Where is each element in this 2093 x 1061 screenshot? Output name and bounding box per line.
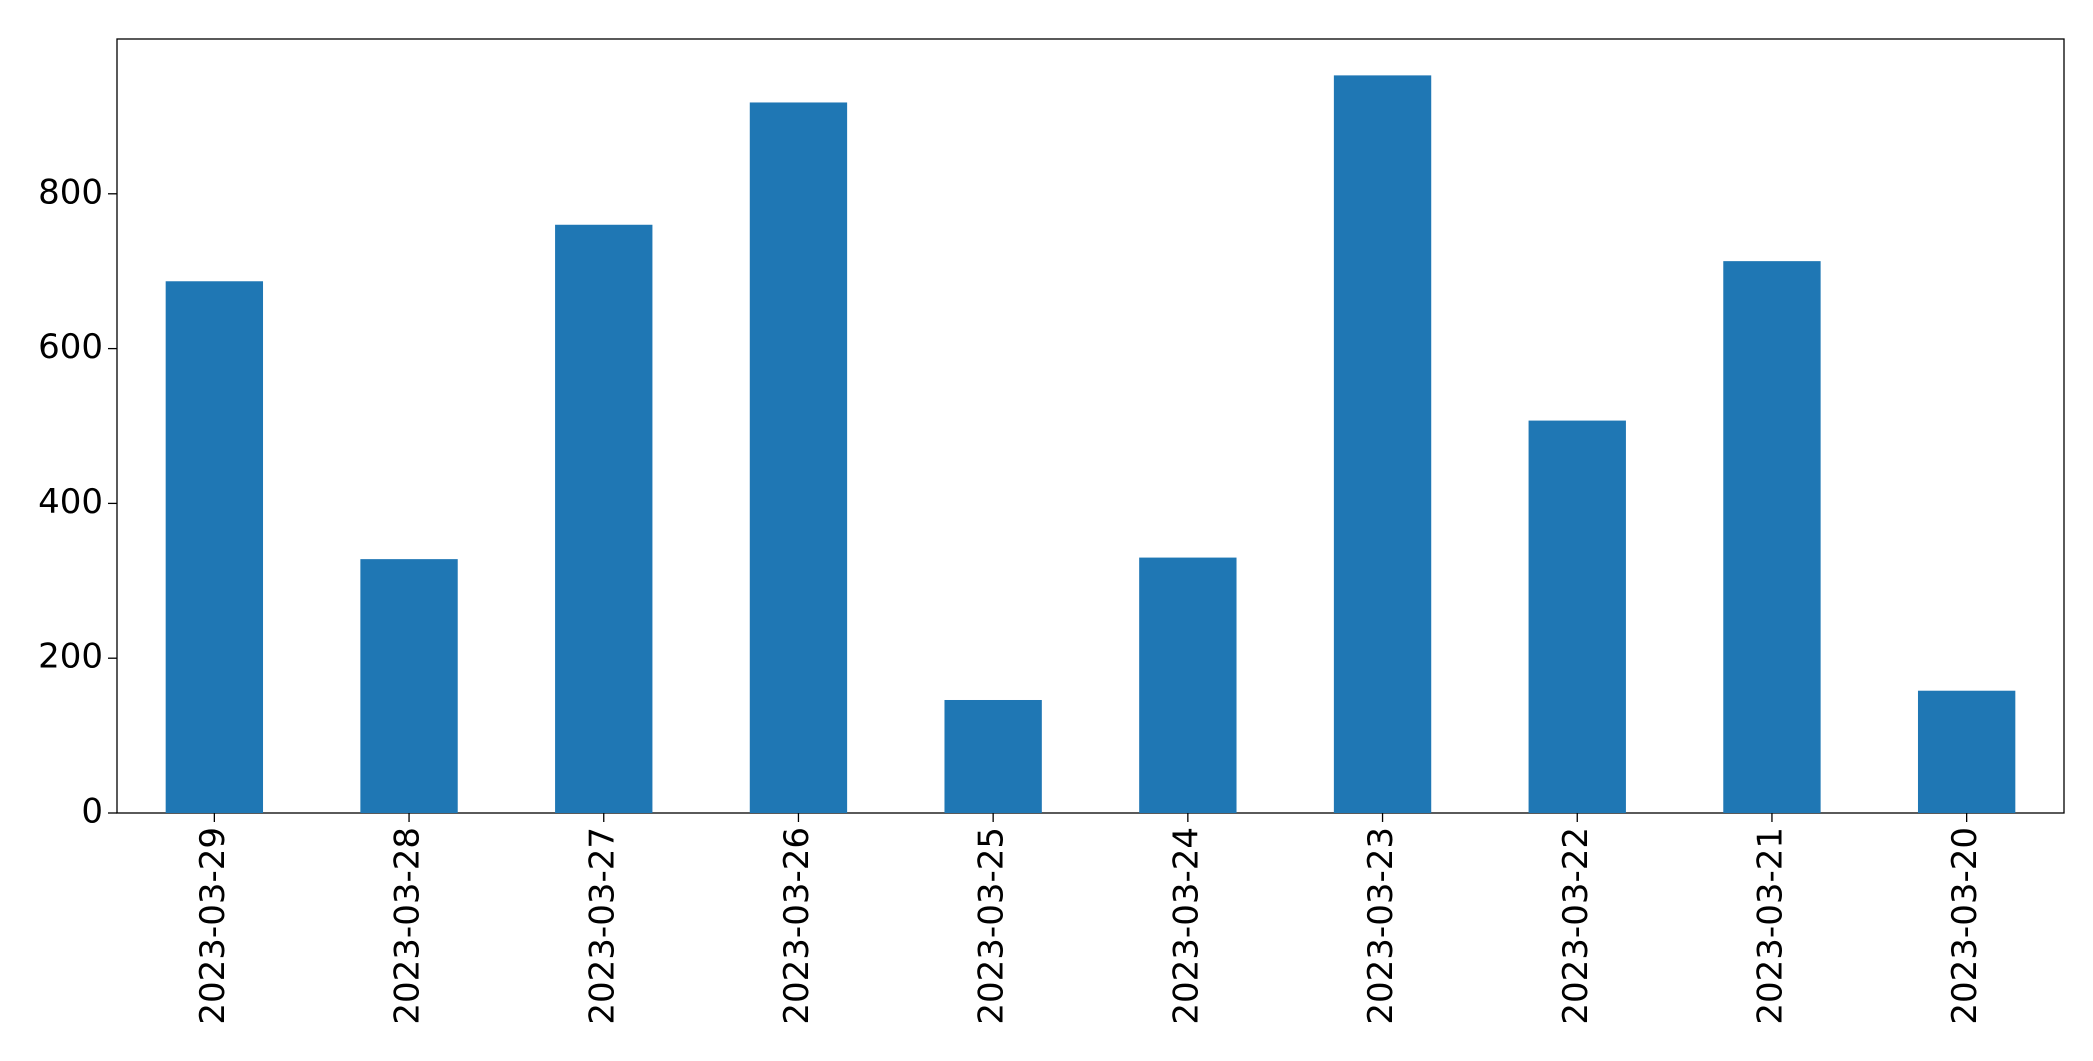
x-tick-label: 2023-03-22 bbox=[1556, 827, 1596, 1025]
x-tick-label: 2023-03-24 bbox=[1166, 827, 1206, 1025]
x-tick-label: 2023-03-21 bbox=[1750, 827, 1790, 1025]
bar bbox=[944, 699, 1042, 813]
bar bbox=[1333, 75, 1432, 814]
y-tick-label: 600 bbox=[38, 327, 103, 367]
y-tick-label: 200 bbox=[38, 637, 103, 677]
y-tick-label: 0 bbox=[81, 792, 103, 832]
bar bbox=[749, 102, 848, 813]
bar bbox=[360, 559, 458, 813]
x-tick-label: 2023-03-27 bbox=[582, 827, 622, 1025]
x-tick-label: 2023-03-20 bbox=[1945, 827, 1985, 1025]
x-tick-label: 2023-03-26 bbox=[777, 827, 817, 1025]
bar bbox=[1917, 690, 2016, 813]
plot-frame bbox=[116, 38, 2065, 814]
x-tick-label: 2023-03-29 bbox=[193, 827, 233, 1025]
x-tick-label: 2023-03-23 bbox=[1361, 827, 1401, 1025]
bar bbox=[1139, 557, 1237, 813]
bar bbox=[1723, 261, 1821, 813]
y-tick-label: 400 bbox=[38, 482, 103, 522]
x-tick-label: 2023-03-28 bbox=[388, 827, 428, 1025]
y-tick-label: 800 bbox=[38, 172, 103, 212]
bar bbox=[555, 224, 653, 813]
bar bbox=[165, 281, 264, 814]
bar bbox=[1528, 420, 1626, 813]
x-tick-label: 2023-03-25 bbox=[972, 827, 1012, 1025]
